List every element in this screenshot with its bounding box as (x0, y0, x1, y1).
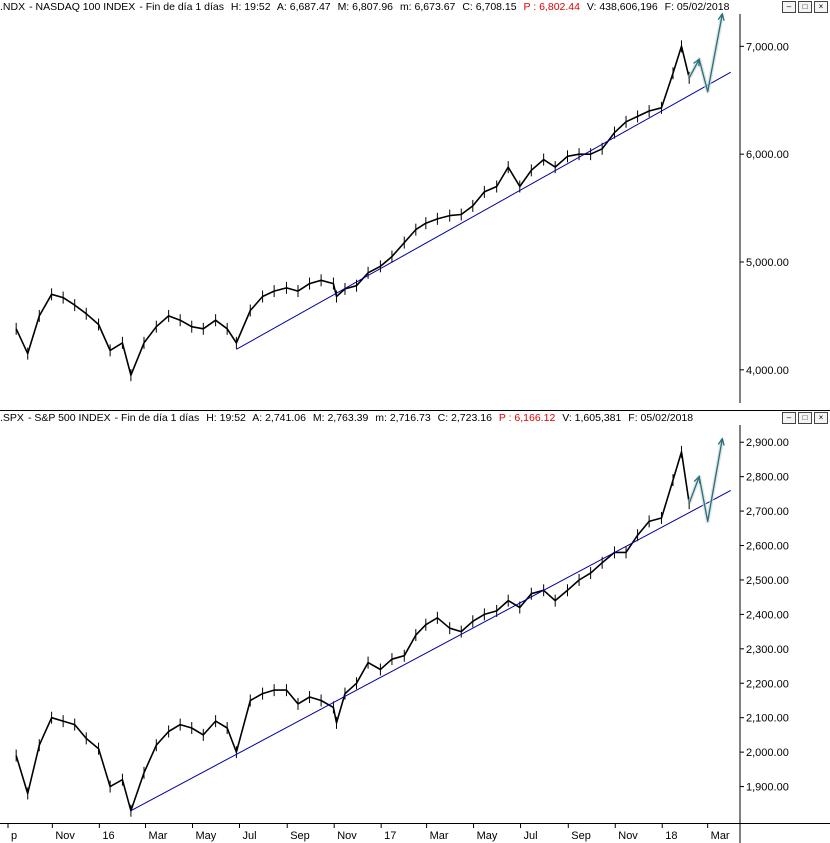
price-line (15, 451, 690, 812)
spx-m: M: 2,763.39 (312, 412, 369, 424)
y-tick-label: 2,200.00 (746, 678, 789, 690)
ndx-low: m: 6,673.67 (399, 1, 456, 13)
x-tick-label: Jul (242, 830, 256, 842)
x-tick-label: Nov (337, 830, 357, 842)
spx-c: C: 2,723.16 (437, 412, 492, 424)
y-tick-label: 2,100.00 (746, 713, 789, 725)
trendline (130, 489, 731, 812)
price-line (15, 45, 690, 376)
minimize-icon[interactable]: – (782, 1, 796, 13)
projection-arrow-1 (693, 475, 701, 484)
x-tick-label: Sep (571, 830, 591, 842)
ndx-chart: 4,000.00 5,000.00 6,000.00 7,000.00 (15, 12, 789, 403)
ndx-c: C: 6,708.15 (462, 1, 517, 13)
maximize-icon[interactable]: □ (798, 1, 812, 13)
spx-p: P : 6,166.12 (498, 412, 556, 424)
x-tick-label: 18 (665, 830, 677, 842)
y-tick-label: 2,700.00 (746, 506, 789, 518)
spx-name: S&P 500 INDEX (34, 412, 111, 424)
ndx-window-buttons: – □ × (780, 0, 828, 14)
ndx-p: P : 6,802.44 (523, 1, 580, 13)
y-tick-label: 2,400.00 (746, 609, 789, 621)
projection-arrow-2 (717, 437, 725, 446)
maximize-icon[interactable]: □ (798, 412, 812, 424)
x-tick-label: Nov (618, 830, 638, 842)
spx-h: H: 19:52 (206, 412, 246, 424)
close-icon[interactable]: × (814, 412, 828, 424)
ndx-h: H: 19:52 (230, 1, 271, 13)
y-tick-label: 2,800.00 (746, 472, 789, 484)
x-tick-label: May (196, 830, 217, 842)
close-icon[interactable]: × (814, 1, 828, 13)
x-tick-label: Jul (524, 830, 538, 842)
ndx-period: Fin de día 1 días (145, 1, 224, 13)
y-tick-label: 7,000.00 (746, 41, 789, 53)
ndx-f: F: 05/02/2018 (664, 1, 730, 13)
spx-symbol: .SPX (0, 412, 24, 424)
y-tick-label: 2,300.00 (746, 644, 789, 656)
y-tick-label: 2,500.00 (746, 575, 789, 587)
x-tick-label: p (11, 830, 17, 842)
ndx-m: M: 6,807.96 (337, 1, 394, 13)
ndx-symbol: .NDX (0, 1, 26, 13)
x-tick-label: Mar (149, 830, 168, 842)
x-tick-label: 16 (102, 830, 114, 842)
x-tick-label: Sep (290, 830, 310, 842)
projection-line (688, 438, 723, 523)
x-axis: p Nov 16 Mar May Jul Sep Nov 17 Mar May Jul Sep Nov 18… (0, 823, 830, 843)
projection-line (688, 13, 723, 93)
x-tick-label: May (477, 830, 498, 842)
y-tick-label: 6,000.00 (746, 149, 789, 161)
x-axis-svg: p Nov 16 Mar May Jul Sep Nov 17 Mar May Jul Sep Nov 18… (7, 824, 741, 843)
spx-period: Fin de día 1 días (121, 412, 200, 424)
trendline (236, 71, 732, 350)
y-tick-label: 1,900.00 (746, 782, 789, 794)
x-tick-label: Mar (711, 830, 730, 842)
spx-chart: 1,900.00 2,000.00 2,100.00 2,200.00 2,300.00… (15, 425, 789, 824)
ndx-name: NASDAQ 100 INDEX (35, 1, 136, 13)
y-tick-label: 2,600.00 (746, 541, 789, 553)
ndx-a: A: 6,687.47 (276, 1, 331, 13)
spx-low: m: 2,716.73 (375, 412, 431, 424)
spx-header: .SPX - S&P 500 INDEX - Fin de día 1 días H… (0, 412, 694, 424)
y-tick-label: 2,900.00 (746, 437, 789, 449)
x-tick-label: 17 (384, 830, 396, 842)
projection-arrow-2 (717, 12, 725, 21)
x-tick-label: Mar (430, 830, 449, 842)
spx-pane: .SPX - S&P 500 INDEX - Fin de día 1 días H… (0, 410, 830, 824)
x-tick-label: Nov (55, 830, 75, 842)
spx-v: V: 1,605,381 (562, 412, 622, 424)
y-tick-label: 2,000.00 (746, 747, 789, 759)
y-tick-label: 4,000.00 (746, 365, 789, 377)
ndx-pane: .NDX - NASDAQ 100 INDEX - Fin de día 1 día… (0, 0, 830, 412)
y-tick-label: 5,000.00 (746, 257, 789, 269)
spx-a: A: 2,741.06 (252, 412, 306, 424)
projection-arrow-1 (693, 57, 700, 67)
spx-f: F: 05/02/2018 (628, 412, 694, 424)
minimize-icon[interactable]: – (782, 412, 796, 424)
ndx-v: V: 438,606,196 (586, 1, 658, 13)
spx-window-buttons: – □ × (780, 411, 828, 425)
ndx-header: .NDX - NASDAQ 100 INDEX - Fin de día 1 día… (0, 1, 730, 13)
